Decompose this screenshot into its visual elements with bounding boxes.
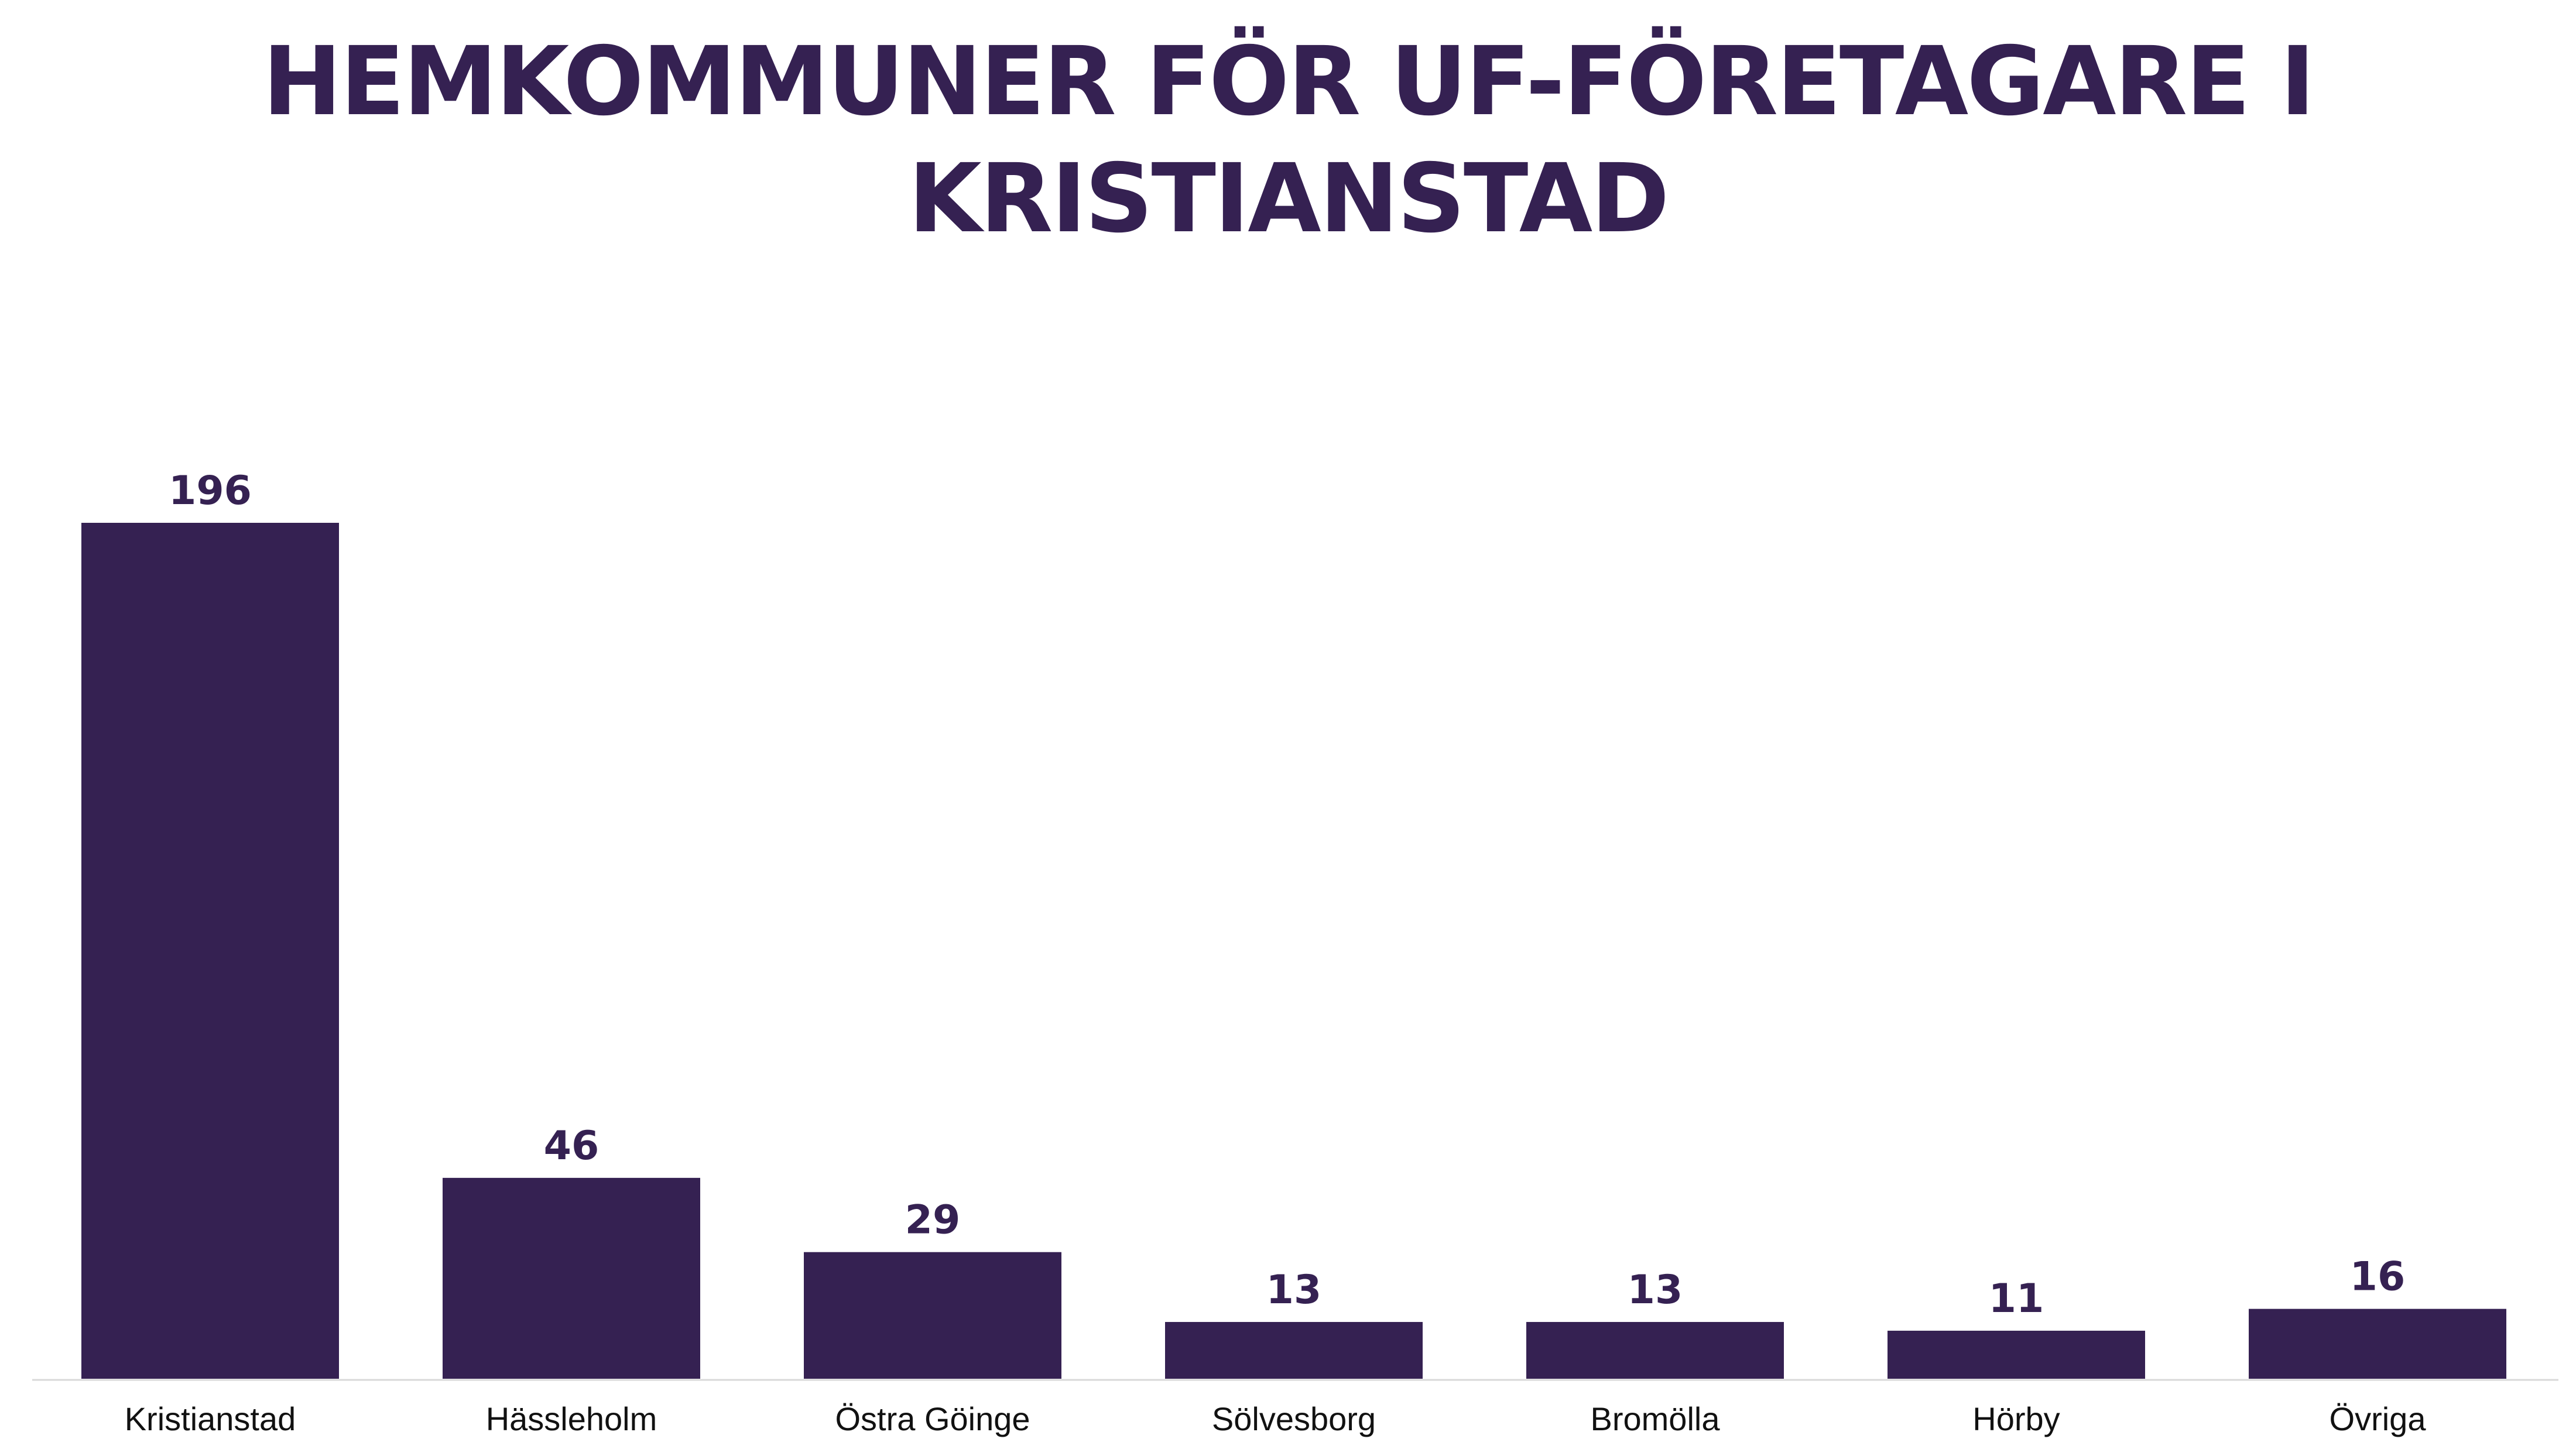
x-tick-label-group: Kristianstad Hässleholm Östra Göinge Sölves… [125,1400,2427,1437]
x-tick-label-6: Övriga [2330,1400,2427,1437]
bar-0 [81,523,339,1379]
value-label-3: 13 [1266,1267,1322,1313]
bar-6 [2249,1308,2506,1379]
value-label-6: 16 [2350,1254,2406,1300]
bar-5 [1888,1330,2145,1379]
x-tick-label-3: Sölvesborg [1212,1400,1376,1437]
value-label-5: 11 [1989,1276,2044,1322]
x-tick-label-2: Östra Göinge [835,1400,1030,1437]
x-tick-label-1: Hässleholm [486,1400,657,1437]
x-tick-label-4: Bromölla [1591,1400,1721,1437]
bar-1 [443,1177,700,1379]
value-label-4: 13 [1628,1267,1683,1313]
chart-title: HEMKOMMUNER FÖR UF-FÖRETAGARE I KRISTIAN… [262,27,2315,254]
bar-group [81,523,2506,1379]
value-label-group: 196 46 29 13 13 11 16 [169,468,2405,1322]
bar-4 [1526,1322,1784,1379]
bar-2 [804,1252,1061,1379]
value-label-0: 196 [169,468,252,514]
x-tick-label-5: Hörby [1972,1400,2060,1437]
bar-3 [1165,1322,1423,1379]
value-label-2: 29 [905,1197,961,1244]
value-label-1: 46 [544,1123,600,1169]
x-tick-label-0: Kristianstad [125,1400,296,1437]
